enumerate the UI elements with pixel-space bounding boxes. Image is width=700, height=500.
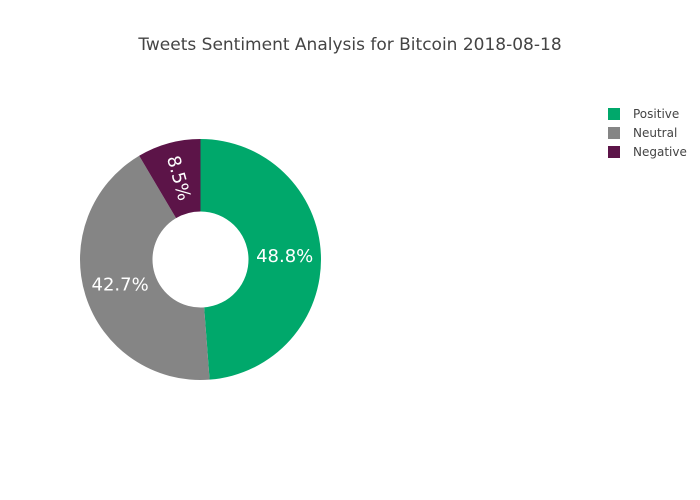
slice-negative[interactable]	[139, 139, 201, 219]
legend-label-neutral: Neutral	[633, 126, 677, 140]
chart-title: Tweets Sentiment Analysis for Bitcoin 20…	[137, 35, 561, 55]
legend-item-negative[interactable]: Negative	[608, 145, 687, 159]
legend-item-positive[interactable]: Positive	[608, 107, 679, 121]
slice-positive[interactable]	[200, 139, 322, 380]
slice-label-positive: 48.8%	[256, 246, 313, 267]
legend-swatch-positive	[608, 108, 620, 120]
legend-label-positive: Positive	[633, 107, 679, 121]
legend-label-negative: Negative	[633, 145, 687, 159]
legend-item-neutral[interactable]: Neutral	[608, 126, 677, 140]
legend-swatch-neutral	[608, 127, 620, 139]
slice-label-neutral: 42.7%	[92, 274, 149, 295]
slice-neutral[interactable]	[79, 155, 210, 381]
legend-swatch-negative	[608, 146, 620, 158]
legend: Positive Neutral Negative	[608, 107, 687, 159]
slices-group	[79, 139, 322, 381]
